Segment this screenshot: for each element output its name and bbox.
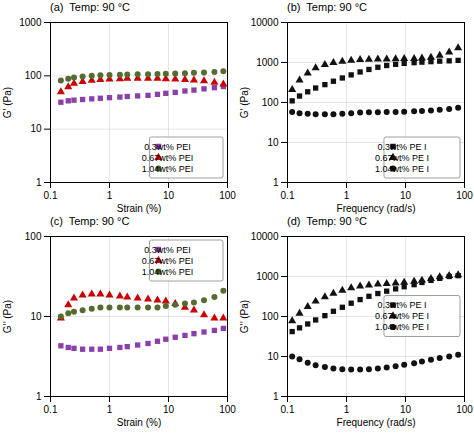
svg-text:0.67wt% PE I: 0.67wt% PE I [375,153,429,163]
svg-text:0.3wt% PEI: 0.3wt% PEI [144,142,191,152]
svg-text:Frequency (rad/s): Frequency (rad/s) [337,417,416,428]
svg-text:100: 100 [262,97,279,108]
svg-text:1: 1 [273,391,279,402]
html-text:(a) Temp: 90 °C: (a) Temp: 90 °C [50,1,130,13]
svg-text:0.3wt% PE I: 0.3wt% PE I [377,300,426,310]
svg-text:1: 1 [344,404,350,415]
svg-text:100: 100 [25,231,42,242]
svg-text:0.3wt% PE I: 0.3wt% PE I [377,142,426,152]
svg-text:10: 10 [400,190,412,201]
svg-text:10: 10 [163,190,175,201]
svg-text:10: 10 [400,404,412,415]
html-text:(c) Temp: 90 °C: (c) Temp: 90 °C [50,215,130,227]
svg-text:1: 1 [36,177,42,188]
svg-text:Frequency (rad/s): Frequency (rad/s) [337,203,416,214]
svg-text:10: 10 [163,404,175,415]
svg-text:10000: 10000 [251,17,279,28]
svg-text:G’ (Pa): G’ (Pa) [239,87,250,118]
svg-text:0.3wt% PEI: 0.3wt% PEI [144,245,191,255]
svg-text:10: 10 [30,311,42,322]
svg-text:100: 100 [219,404,236,415]
svg-text:100: 100 [456,190,473,201]
svg-text:Strain (%): Strain (%) [117,417,161,428]
svg-text:10: 10 [267,351,279,362]
svg-text:1: 1 [107,404,113,415]
svg-text:100: 100 [456,404,473,415]
svg-text:0.1: 0.1 [281,190,295,201]
svg-text:1000: 1000 [256,57,279,68]
svg-text:10: 10 [267,137,279,148]
svg-text:G’ (Pa): G’ (Pa) [2,87,13,118]
svg-text:0.67wt% PE I: 0.67wt% PE I [375,311,429,321]
svg-text:1: 1 [107,190,113,201]
html-text:(b) Temp: 90 °C: (b) Temp: 90 °C [287,1,367,13]
svg-text:10: 10 [30,123,42,134]
svg-text:0.1: 0.1 [281,404,295,415]
svg-text:Strain (%): Strain (%) [117,203,161,214]
svg-text:1.04wt% PE I: 1.04wt% PE I [375,322,429,332]
html-text:(d) Temp: 90 °C: (d) Temp: 90 °C [287,215,367,227]
svg-text:1000: 1000 [256,271,279,282]
svg-text:1.04wt% PE I: 1.04wt% PE I [375,164,429,174]
svg-text:1000: 1000 [19,17,42,28]
svg-text:10000: 10000 [251,231,279,242]
svg-text:0.67wt% PEI: 0.67wt% PEI [142,256,194,266]
svg-text:0.1: 0.1 [44,190,58,201]
svg-text:G’’ (Pa): G’’ (Pa) [2,300,13,333]
svg-text:1.04wt% PEI: 1.04wt% PEI [142,267,194,277]
svg-text:G’’ (Pa): G’’ (Pa) [239,300,250,333]
svg-text:1.04wt% PEI: 1.04wt% PEI [142,164,194,174]
svg-text:1: 1 [344,190,350,201]
svg-text:1: 1 [273,177,279,188]
svg-text:100: 100 [25,70,42,81]
svg-text:100: 100 [262,311,279,322]
svg-text:0.1: 0.1 [44,404,58,415]
svg-text:1: 1 [36,391,42,402]
svg-text:100: 100 [219,190,236,201]
svg-text:0.67wt% PEI: 0.67wt% PEI [142,153,194,163]
